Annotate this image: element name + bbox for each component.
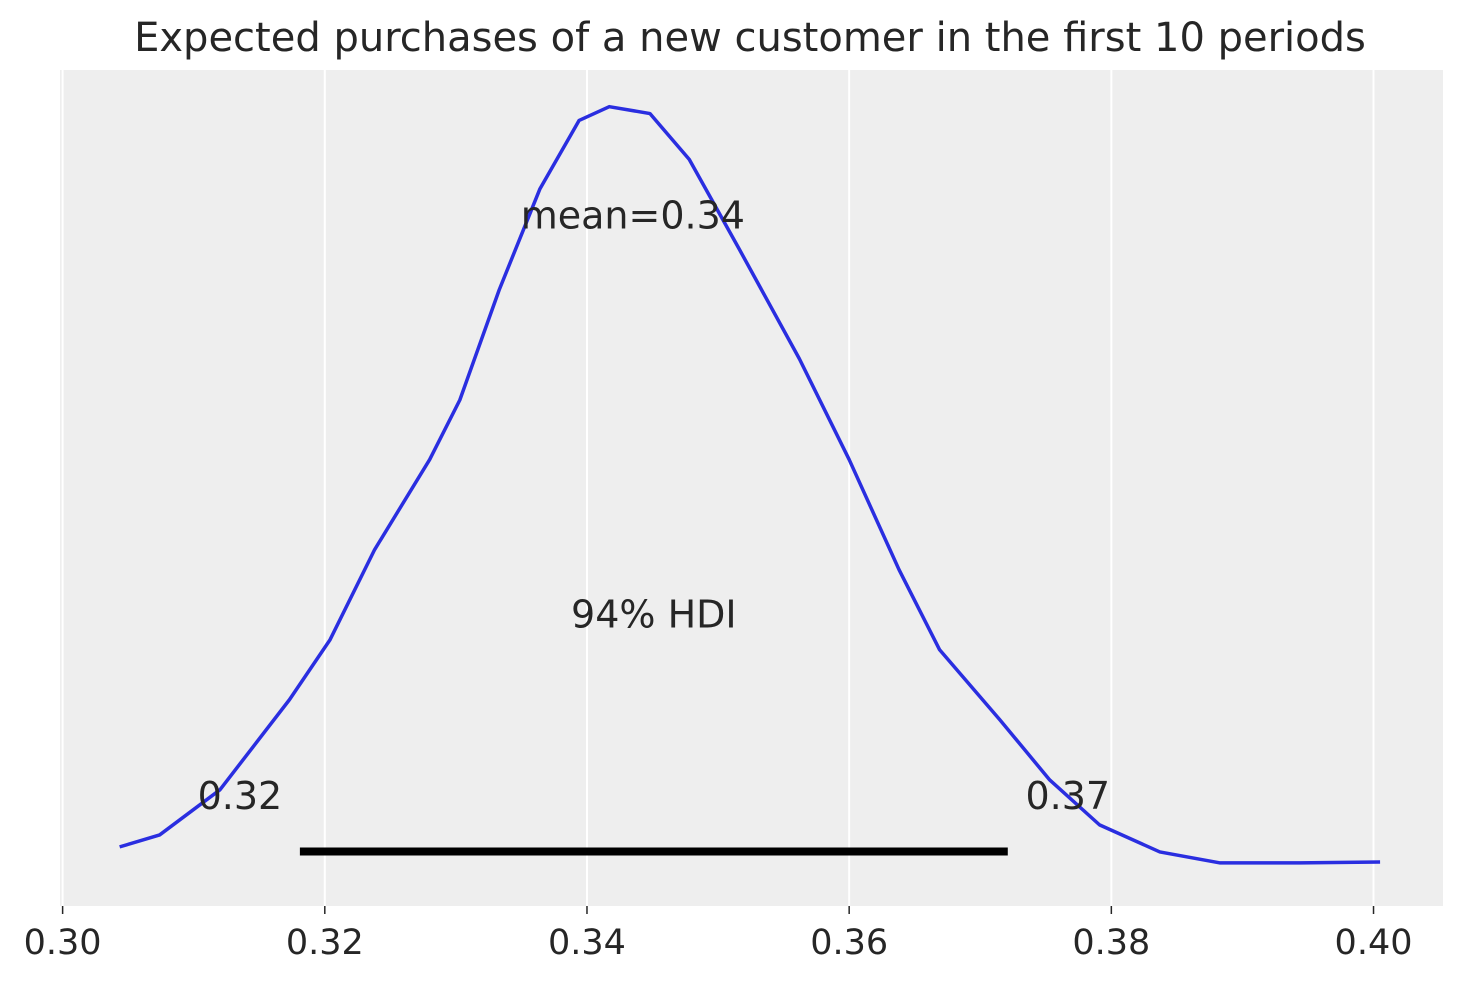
x-tick-label: 0.30: [24, 923, 102, 963]
x-tick-label: 0.34: [548, 923, 626, 963]
mean-label: mean=0.34: [521, 194, 745, 238]
chart-title: Expected purchases of a new customer in …: [134, 15, 1366, 61]
hdi-lower-label: 0.32: [198, 774, 283, 818]
density-line: [119, 104, 1381, 865]
plot-area: [60, 70, 1443, 906]
x-tick-label: 0.40: [1335, 923, 1413, 963]
x-tick-label: 0.36: [810, 923, 888, 963]
hdi-label: 94% HDI: [571, 593, 737, 637]
hdi-upper-label: 0.37: [1025, 774, 1110, 818]
x-tick-label: 0.38: [1072, 923, 1150, 963]
x-tick-label: 0.32: [286, 923, 364, 963]
